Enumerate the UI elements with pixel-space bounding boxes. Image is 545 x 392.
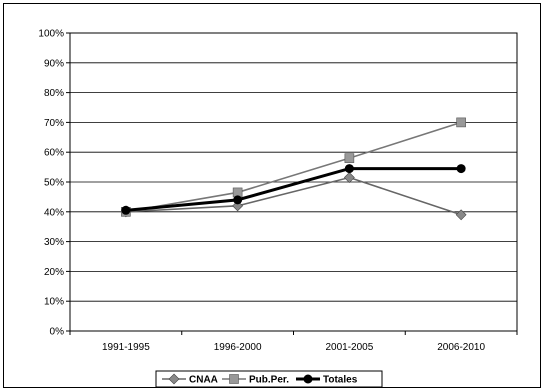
data-point-cnaa [455,209,467,221]
x-tick-label: 2006-2010 [437,342,485,353]
y-tick-label: 20% [44,267,64,278]
y-tick-label: 90% [44,58,64,69]
legend-entry-totales: Totales [296,374,358,386]
series-line-totales [125,167,462,212]
data-point-cnaa [343,172,355,183]
data-point-totales [456,164,466,174]
x-axis-ticks: 1991-1995 1996-2000 2001-2005 2006-2010 [69,331,518,353]
legend-box [155,370,383,388]
x-tick-label: 2001-2005 [325,342,373,353]
legend-label: Pub.Per. [249,375,289,386]
data-point-totales [121,205,131,215]
legend-entry-pub-per: Pub.Per. [222,374,289,386]
series-cnaa [120,172,467,221]
series-line-pub-per [125,121,462,213]
y-tick-label: 60% [44,148,64,159]
y-tick-label: 10% [44,297,64,308]
y-tick-label: 80% [44,88,64,99]
legend-swatch-marker [229,374,239,384]
gridlines [70,32,517,332]
legend-swatch-marker [168,373,180,385]
data-point-pub-per [344,153,355,163]
x-tick-label: 1996-2000 [214,342,262,353]
data-point-pub-per [456,117,466,128]
y-tick-label: 50% [44,178,64,189]
y-tick-label: 70% [44,118,64,129]
y-tick-label: 100% [38,29,64,40]
legend-swatch-marker [303,374,313,384]
data-point-totales [233,195,243,205]
legend: CNAA Pub.Per. Totales [155,370,383,388]
y-tick-label: 0% [50,327,65,338]
chart-frame [3,3,541,388]
y-tick-label: 30% [44,237,64,248]
y-tick-label: 40% [44,207,64,218]
x-tick-label: 1991-1995 [102,342,150,353]
y-axis-ticks: 0% 10% 20% 30% 40% 50% 60% 70% 80% 90% 100% [38,29,70,338]
data-point-totales [344,164,354,174]
legend-entry-cnaa: CNAA [162,373,218,386]
series-lines [120,117,467,221]
legend-label: Totales [323,375,358,386]
legend-label: CNAA [189,375,218,386]
series-line-cnaa [125,176,462,216]
series-totales [121,164,466,215]
